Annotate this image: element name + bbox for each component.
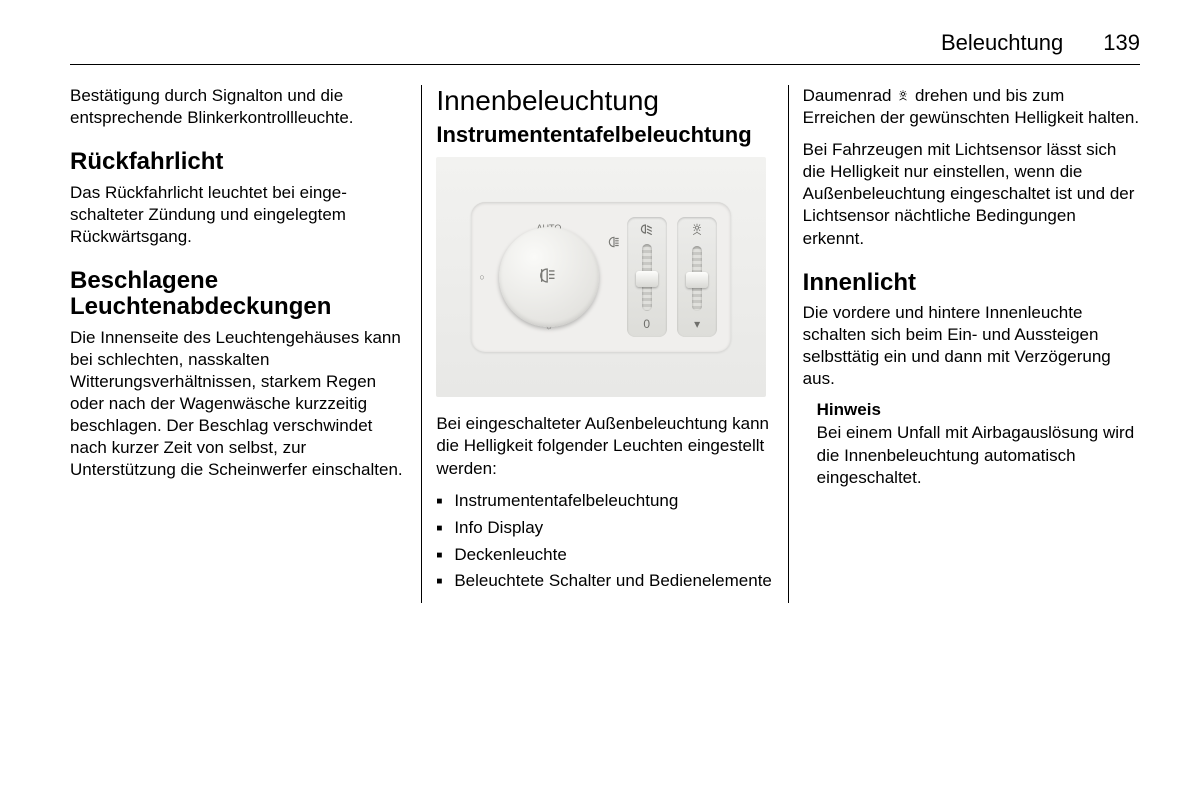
heading-beschlagene: Beschlagene Leuchtenabdeckungen [70,268,407,321]
headlamp-level-slider: 0 [627,217,667,337]
note-box: Hinweis Bei einem Unfall mit Airbagauslö… [803,400,1140,488]
list-item: Info Display [436,517,773,540]
rotary-dial [499,227,599,327]
list-item: Instrumententafelbeleuchtung [436,490,773,513]
column-3: Daumenrad drehen und bis zum Erreichen d… [789,85,1140,603]
note-title: Hinweis [817,400,1140,420]
paragraph-beschlagene: Die Innenseite des Leuchtengehäu­ses kan… [70,327,407,482]
heading-rueckfahrlicht: Rückfahrlicht [70,149,407,175]
page-header: Beleuchtung 139 [70,30,1140,65]
paragraph-helligkeit-lead: Bei eingeschalteter Außen­beleuchtung ka… [436,413,773,479]
heading-innenbeleuchtung: Innenbeleuchtung [436,85,773,117]
paragraph-lichtsensor: Bei Fahrzeugen mit Lichtsensor lässt sic… [803,139,1140,249]
brightness-list: Instrumententafelbeleuchtung Info Displa… [436,490,773,594]
dial-label-off: ○ [479,272,484,282]
brightness-slider: ▾ [677,217,717,337]
slider-track [642,244,652,311]
paragraph-innenlicht: Die vordere und hintere Innenleuchte sch… [803,302,1140,390]
column-2: Innenbeleuchtung Instrumententafelbeleuc… [422,85,788,603]
heading-innenlicht: Innenlicht [803,270,1140,296]
paragraph-rueckfahrlicht: Das Rückfahrlicht leuchtet bei einge­sch… [70,182,407,248]
intro-paragraph: Bestätigung durch Signalton und die ents… [70,85,407,129]
brightness-icon [689,223,705,240]
slider-track [692,246,702,311]
fog-light-icon [538,268,560,287]
list-item: Beleuchtete Schalter und Bedien­elemente [436,570,773,593]
list-item: Deckenleuchte [436,544,773,567]
note-text: Bei einem Unfall mit Airbagauslö­sung wi… [817,422,1140,488]
zero-label: 0 [643,317,650,331]
headlamp-icon [607,235,621,250]
heading-instrumentenbeleuchtung: Instrumententafelbeleuch­tung [436,123,773,147]
slider-thumb [636,271,658,287]
dial-area: AUTO ○ ☼ [485,227,612,327]
paragraph-daumenrad: Daumenrad drehen und bis zum Erreichen d… [803,85,1140,129]
section-title: Beleuchtung [941,30,1063,56]
control-panel-figure: AUTO ○ ☼ [436,157,766,397]
slider-group: 0 ▾ [627,217,718,337]
headlamp-level-icon [639,223,655,238]
page-number: 139 [1103,30,1140,56]
thumbwheel-icon [896,86,910,105]
text-before-icon: Daumenrad [803,86,897,105]
slider-thumb [686,272,708,288]
light-control-panel: AUTO ○ ☼ [471,202,731,352]
down-label: ▾ [694,317,700,331]
content-columns: Bestätigung durch Signalton und die ents… [70,85,1140,603]
column-1: Bestätigung durch Signalton und die ents… [70,85,422,603]
